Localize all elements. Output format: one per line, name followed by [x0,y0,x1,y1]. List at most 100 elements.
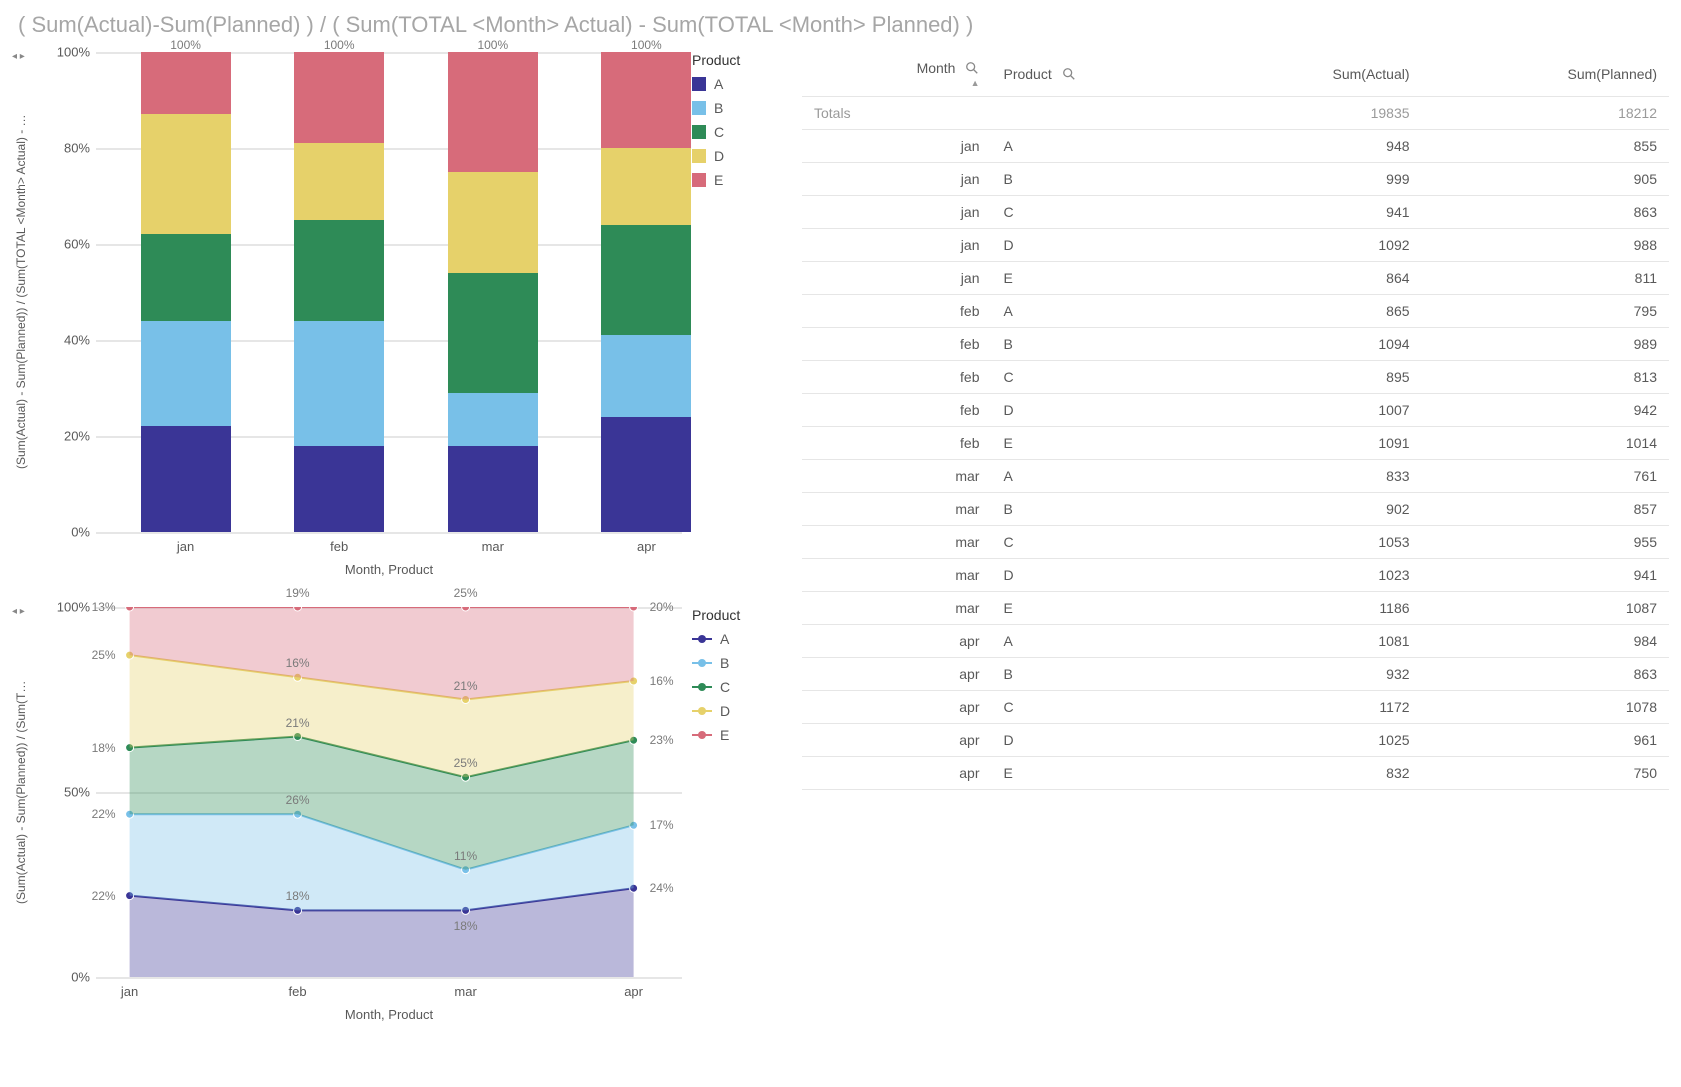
col-header-planned[interactable]: Sum(Planned) [1422,52,1669,97]
cell-product: E [991,427,1201,460]
cell-actual: 932 [1201,658,1421,691]
bar-seg-feb-D[interactable] [294,143,384,220]
table-row[interactable]: aprC11721078 [802,691,1669,724]
bar-seg-mar-B[interactable] [448,393,538,446]
bar-seg-mar-A[interactable] [448,446,538,532]
table-row[interactable]: marC1053955 [802,526,1669,559]
totals-label: Totals [802,97,991,130]
table-row[interactable]: febB1094989 [802,328,1669,361]
cell-product: A [991,130,1201,163]
legend-item-C[interactable]: C [692,679,782,695]
ytick-label: 50% [36,785,90,800]
legend-item-E[interactable]: E [692,172,782,188]
cell-actual: 1091 [1201,427,1421,460]
area-marker-E[interactable] [630,607,638,611]
bar-seg-apr-D[interactable] [601,148,691,225]
point-label: 26% [286,793,310,807]
bar-seg-apr-E[interactable] [601,52,691,148]
bar-seg-jan-E[interactable] [141,52,231,114]
cell-product: B [991,658,1201,691]
legend-line-swatch [692,710,712,712]
table-row[interactable]: marB902857 [802,493,1669,526]
cell-planned: 905 [1422,163,1669,196]
bar-chart-yaxis-label: (Sum(Actual) - Sum(Planned)) / (Sum(TOTA… [12,52,30,532]
area-marker-E[interactable] [294,607,302,611]
bar-chart-plot[interactable]: 0%20%40%60%80%100%100%jan100%feb100%mar1… [36,52,682,532]
cell-product: C [991,361,1201,394]
bar-top-label: 100% [477,38,508,52]
cell-product: C [991,526,1201,559]
area-chart-plot[interactable]: 0%50%100%janfebmarapr13%25%18%22%22%19%1… [36,607,682,977]
table-row[interactable]: janC941863 [802,196,1669,229]
bar-chart-yaxis-wrap: ◂ ▸ (Sum(Actual) - Sum(Planned)) / (Sum(… [12,52,36,581]
cell-planned: 811 [1422,262,1669,295]
table-row[interactable]: marA833761 [802,460,1669,493]
cell-month: jan [802,130,991,163]
area-marker-E[interactable] [126,607,134,611]
cell-product: A [991,295,1201,328]
table-row[interactable]: aprA1081984 [802,625,1669,658]
col-header-label: Sum(Actual) [1333,66,1410,82]
bar-seg-jan-B[interactable] [141,321,231,427]
col-header-actual[interactable]: Sum(Actual) [1201,52,1421,97]
search-icon[interactable] [965,61,979,75]
legend-line-swatch [692,638,712,640]
bar-mar[interactable]: 100% [448,52,538,532]
table-row[interactable]: febC895813 [802,361,1669,394]
bar-seg-mar-D[interactable] [448,172,538,273]
table-row[interactable]: aprE832750 [802,757,1669,790]
xtick-label: apr [624,984,643,999]
bar-seg-jan-D[interactable] [141,114,231,234]
point-label: 23% [650,733,674,747]
xtick-label: mar [454,984,476,999]
bar-seg-jan-C[interactable] [141,234,231,320]
point-label: 11% [454,849,477,863]
legend-item-E[interactable]: E [692,727,782,743]
bar-seg-feb-A[interactable] [294,446,384,532]
cell-actual: 948 [1201,130,1421,163]
legend-label: E [720,727,729,743]
table-row[interactable]: janE864811 [802,262,1669,295]
search-icon[interactable] [1062,67,1076,81]
table-row[interactable]: aprD1025961 [802,724,1669,757]
bar-feb[interactable]: 100% [294,52,384,532]
table-row[interactable]: janB999905 [802,163,1669,196]
table-row[interactable]: febA865795 [802,295,1669,328]
legend-item-D[interactable]: D [692,148,782,164]
bar-jan[interactable]: 100% [141,52,231,532]
table-row[interactable]: janD1092988 [802,229,1669,262]
area-marker-E[interactable] [462,607,470,611]
bar-seg-feb-B[interactable] [294,321,384,446]
bar-top-label: 100% [631,38,662,52]
cell-planned: 863 [1422,658,1669,691]
table-row[interactable]: janA948855 [802,130,1669,163]
bar-seg-mar-E[interactable] [448,52,538,172]
table-row[interactable]: febE10911014 [802,427,1669,460]
legend-item-A[interactable]: A [692,631,782,647]
col-header-month[interactable]: Month▲ [802,52,991,97]
table-row[interactable]: marD1023941 [802,559,1669,592]
legend-item-A[interactable]: A [692,76,782,92]
bar-seg-feb-C[interactable] [294,220,384,321]
legend-item-B[interactable]: B [692,655,782,671]
legend-item-D[interactable]: D [692,703,782,719]
table-row[interactable]: febD1007942 [802,394,1669,427]
bar-seg-mar-C[interactable] [448,273,538,393]
table-row[interactable]: marE11861087 [802,592,1669,625]
bar-apr[interactable]: 100% [601,52,691,532]
col-header-product[interactable]: Product [991,52,1201,97]
bar-seg-apr-A[interactable] [601,417,691,532]
point-label: 18% [454,919,478,933]
bar-seg-apr-C[interactable] [601,225,691,335]
bar-seg-jan-A[interactable] [141,426,231,532]
area-chart-yaxis-wrap: ◂ ▸ (Sum(Actual) - Sum(Planned)) / (Sum(… [12,607,36,1026]
sort-indicator-icon: ▲ [814,78,979,88]
bar-seg-feb-E[interactable] [294,52,384,143]
legend-item-C[interactable]: C [692,124,782,140]
legend-swatch [692,77,706,91]
cell-planned: 942 [1422,394,1669,427]
bar-seg-apr-B[interactable] [601,335,691,417]
legend-label: B [714,100,723,116]
legend-item-B[interactable]: B [692,100,782,116]
table-row[interactable]: aprB932863 [802,658,1669,691]
